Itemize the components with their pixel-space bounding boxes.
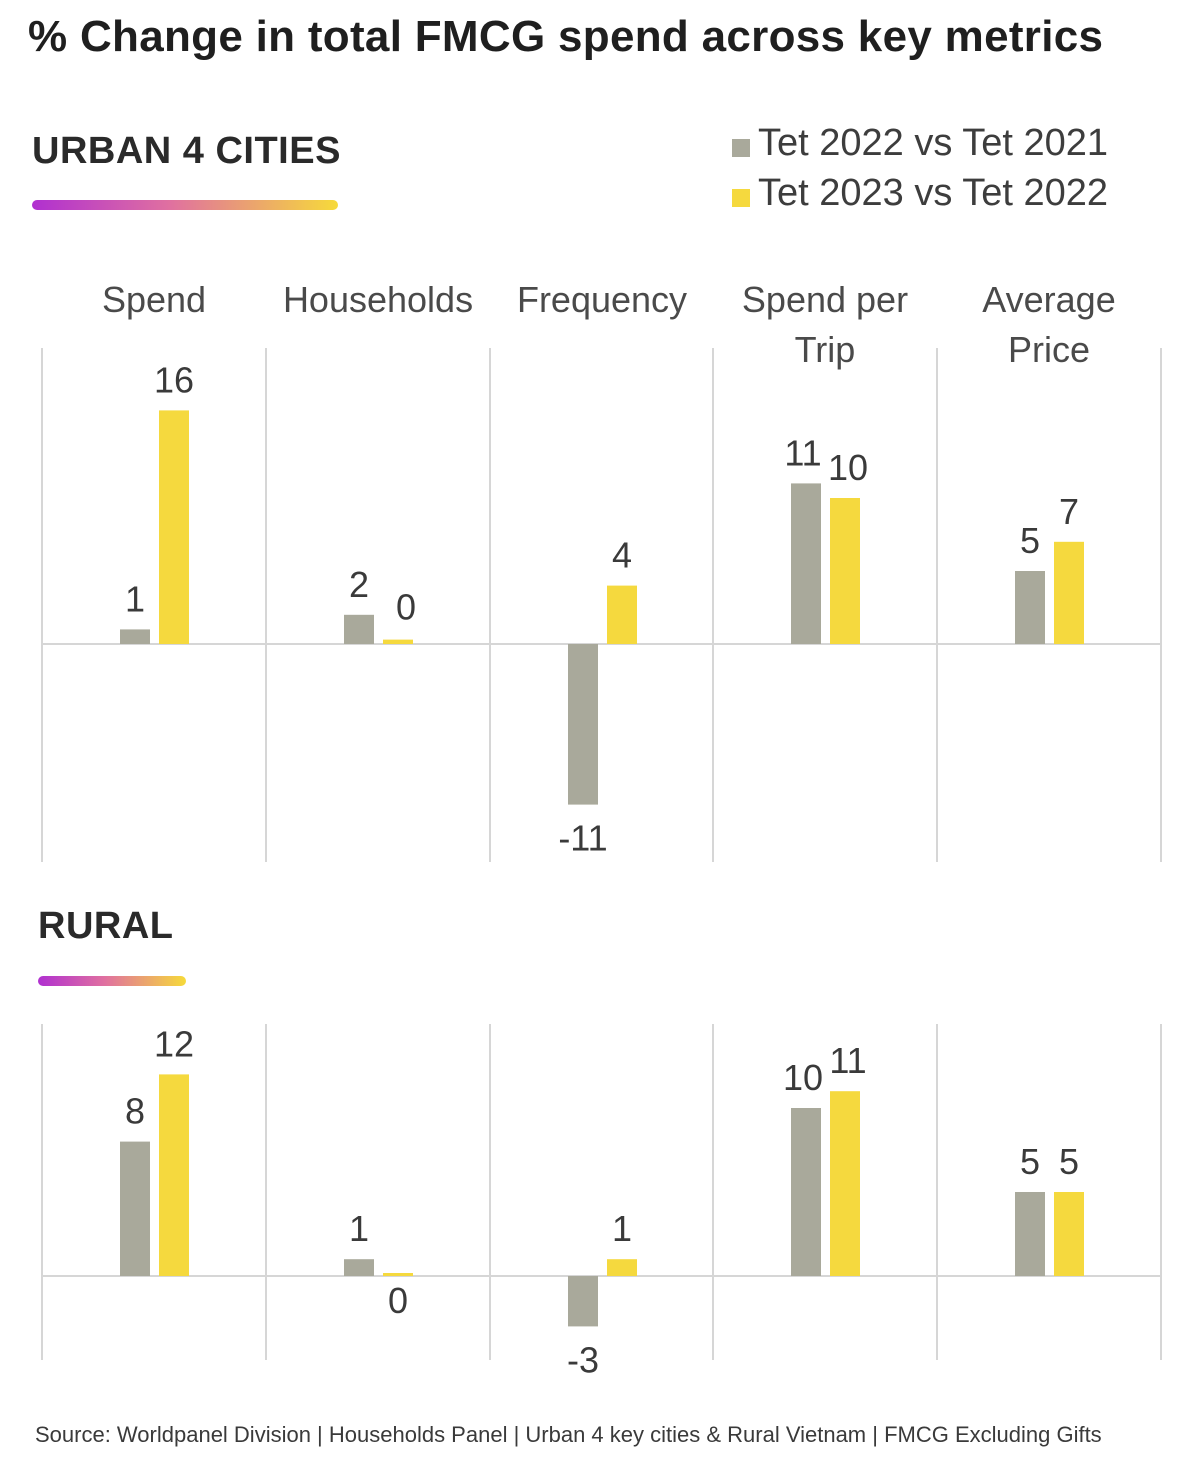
data-label: 1	[125, 578, 145, 619]
category-label: Price	[1008, 329, 1090, 370]
bar-tet2023-frequency	[607, 585, 637, 644]
bar-tet2022-average-price	[1015, 1192, 1045, 1276]
data-label: 1	[612, 1208, 632, 1249]
rural-panel-label: RURAL	[38, 905, 174, 947]
bar-tet2022-spend	[120, 629, 150, 644]
bar-tet2023-households	[383, 639, 413, 644]
legend-swatch-grey	[732, 139, 750, 157]
data-label: -11	[558, 818, 607, 859]
data-label: 10	[828, 447, 868, 488]
data-label: 16	[154, 359, 194, 400]
data-label: 11	[829, 1040, 866, 1081]
bar-tet2023-spend-per-trip	[830, 498, 860, 644]
data-label: 5	[1059, 1141, 1079, 1182]
bar-tet2022-spend	[120, 1141, 150, 1276]
data-label: 7	[1059, 491, 1079, 532]
category-label: Frequency	[517, 279, 687, 320]
data-label: 4	[612, 535, 632, 576]
bar-tet2022-frequency	[568, 1276, 598, 1327]
bar-tet2023-households	[383, 1273, 413, 1276]
category-label: Spend per	[742, 279, 908, 320]
legend-item-2023: Tet 2023 vs Tet 2022	[732, 168, 1108, 218]
data-label: 5	[1020, 520, 1040, 561]
urban-bar-chart: Spend Households Frequency Spend per Trip Ave…	[41, 279, 1162, 862]
bar-tet2023-spend-per-trip	[830, 1091, 860, 1276]
bar-tet2022-average-price	[1015, 571, 1045, 644]
bar-tet2023-average-price	[1054, 541, 1084, 644]
data-label: 5	[1020, 1141, 1040, 1182]
data-label: 0	[388, 1280, 408, 1321]
data-label: 12	[154, 1023, 194, 1064]
bar-tet2022-frequency	[568, 644, 598, 805]
category-label: Average	[982, 279, 1115, 320]
bar-tet2022-households	[344, 1259, 374, 1276]
category-label: Spend	[102, 279, 206, 320]
bar-tet2022-spend-per-trip	[791, 1108, 821, 1276]
category-label: Trip	[795, 329, 856, 370]
bar-tet2022-households	[344, 614, 374, 644]
legend-label-2022: Tet 2022 vs Tet 2021	[758, 121, 1108, 164]
legend-label-2023: Tet 2023 vs Tet 2022	[758, 171, 1108, 214]
bar-tet2023-spend	[159, 410, 189, 644]
data-label: -3	[567, 1339, 599, 1380]
data-label: 11	[784, 432, 821, 473]
legend-swatch-yellow	[732, 189, 750, 207]
data-label: 2	[349, 564, 369, 605]
rural-gradient-underline	[38, 976, 186, 986]
bar-tet2023-frequency	[607, 1259, 637, 1276]
legend-item-2022: Tet 2022 vs Tet 2021	[732, 118, 1108, 168]
data-label: 0	[396, 587, 416, 628]
data-label: 10	[783, 1057, 823, 1098]
bar-tet2022-spend-per-trip	[791, 483, 821, 644]
data-label: 1	[349, 1208, 369, 1249]
legend: Tet 2022 vs Tet 2021 Tet 2023 vs Tet 202…	[732, 118, 1108, 218]
category-label: Households	[283, 279, 473, 320]
bar-tet2023-average-price	[1054, 1192, 1084, 1276]
urban-panel-label: URBAN 4 CITIES	[32, 130, 341, 172]
data-label: 8	[125, 1091, 145, 1132]
source-note: Source: Worldpanel Division | Households…	[35, 1422, 1102, 1447]
chart-title: % Change in total FMCG spend across key …	[28, 12, 1104, 61]
urban-gradient-underline	[32, 200, 338, 210]
bar-tet2023-spend	[159, 1074, 189, 1276]
